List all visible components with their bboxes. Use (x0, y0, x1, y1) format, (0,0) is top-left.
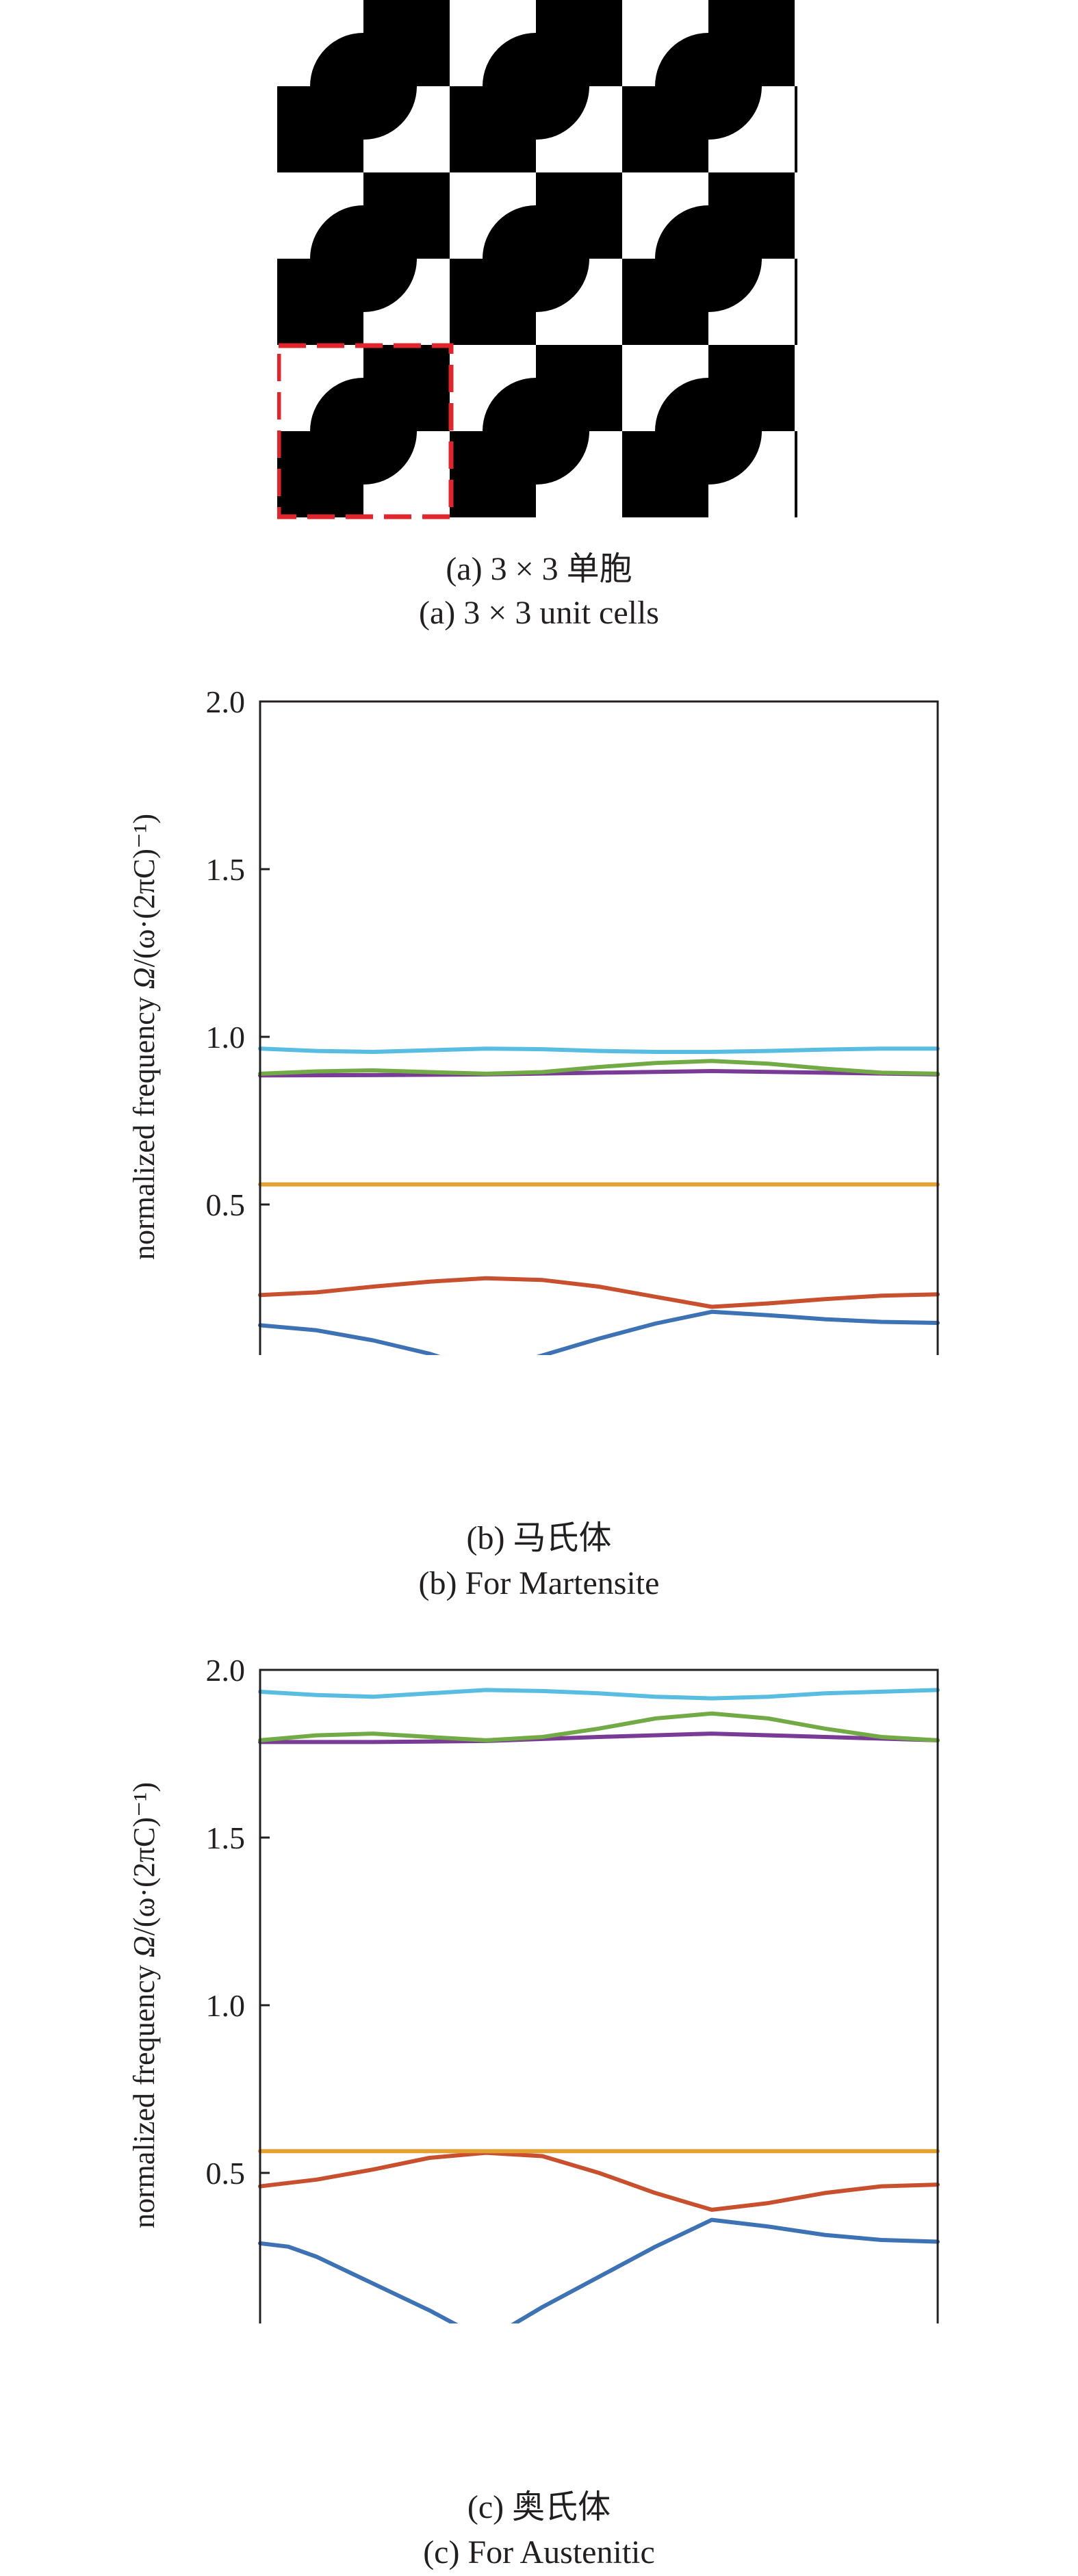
series-line-blue (258, 2217, 940, 2323)
lattice-inclusion (310, 378, 417, 485)
lattice-inclusion (655, 33, 762, 140)
series-line-cyan (258, 1046, 940, 1054)
y-axis-label: normalized frequency Ω/(ω·(2πC)⁻¹) (127, 1782, 161, 2228)
y-tick-label: 2.0 (206, 1653, 246, 1688)
y-tick-label: 0.5 (206, 1187, 246, 1222)
y-tick-label: 1.5 (206, 1820, 246, 1855)
lattice-inclusion (655, 378, 762, 485)
series-line-purple (258, 1069, 940, 1078)
lattice-inclusion (310, 205, 417, 312)
lattice-inclusion (310, 33, 417, 140)
series-line-red (258, 2150, 940, 2212)
unit-cell-lattice-image (277, 0, 797, 519)
y-tick-label: 2.0 (206, 684, 246, 719)
lattice-square (795, 431, 797, 517)
series-line-green (258, 1711, 940, 1742)
lattice-inclusion (655, 205, 762, 312)
y-tick-label: 1.0 (206, 1988, 246, 2023)
caption-b-cn: (b) 马氏体 (466, 1520, 612, 1556)
caption-c-cn: (c) 奥氏体 (467, 2489, 611, 2525)
series-line-purple (258, 1731, 940, 1744)
lattice-inclusion (483, 378, 589, 485)
lattice-square (795, 259, 797, 345)
lattice-inclusion (483, 205, 589, 312)
caption-b-en: (b) For Martensite (418, 1565, 660, 1601)
plot-frame (259, 700, 939, 1355)
caption-a-cn: (a) 3 × 3 单胞 (446, 551, 632, 587)
y-axis-label: normalized frequency Ω/(ω·(2πC)⁻¹) (127, 814, 161, 1260)
series-line-blue (258, 1309, 940, 1355)
series-line-cyan (258, 1688, 940, 1701)
plot-frame (259, 1669, 939, 2323)
y-tick-label: 1.0 (206, 1020, 246, 1055)
selected-unit-cell-box (277, 343, 454, 519)
series-line-red (258, 1276, 940, 1309)
y-tick-label: 1.5 (206, 852, 246, 887)
series-line-green (258, 1059, 940, 1076)
caption-a-en: (a) 3 × 3 unit cells (419, 595, 659, 631)
caption-c-en: (c) For Austenitic (423, 2534, 655, 2571)
chart-c-austenitic: 00.51.01.52.0 MΓXM normalized frequency … (127, 1653, 940, 2323)
lattice-square (795, 86, 797, 172)
chart-b-martensite: 00.51.01.52.0 MΓXM normalized frequency … (127, 684, 940, 1355)
y-tick-label: 0.5 (206, 2156, 246, 2191)
lattice-inclusion (483, 33, 589, 140)
